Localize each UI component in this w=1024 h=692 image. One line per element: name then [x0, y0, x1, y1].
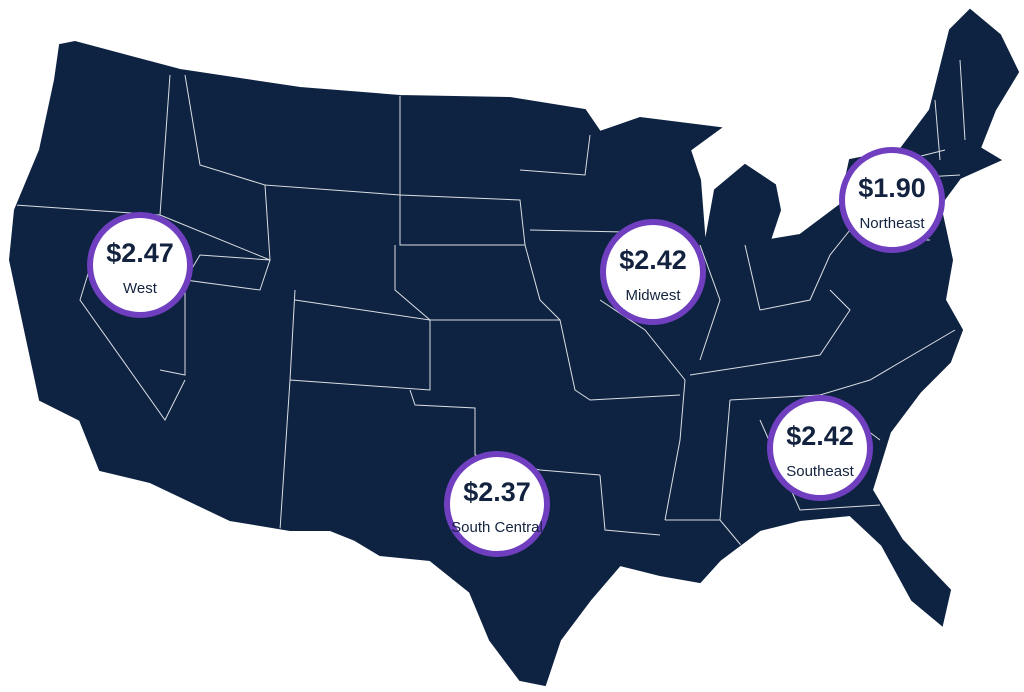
region-name: South Central	[451, 519, 543, 536]
region-badge	[444, 451, 550, 557]
region-price: $2.37	[463, 477, 531, 507]
region-name: West	[123, 280, 158, 297]
region-badge	[767, 395, 873, 501]
region-badge	[839, 147, 945, 253]
region-badge	[87, 212, 193, 318]
region-name: Northeast	[859, 215, 925, 232]
region-price: $2.42	[619, 245, 687, 275]
region-price: $2.47	[106, 238, 174, 268]
region-name: Southeast	[786, 463, 854, 480]
region-labels: $2.47 West $2.42 Midwest $1.90 Northeast $2.42…	[87, 147, 945, 557]
region-price: $2.42	[786, 421, 854, 451]
region-price: $1.90	[858, 173, 926, 203]
us-outline	[8, 8, 1020, 687]
region-badge	[600, 219, 706, 325]
region-name: Midwest	[625, 287, 681, 304]
